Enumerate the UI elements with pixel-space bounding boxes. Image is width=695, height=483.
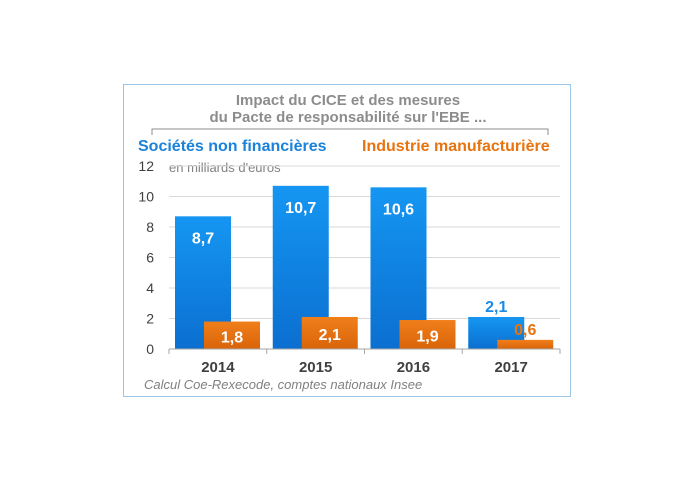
y-tick-label: 8 (146, 219, 154, 235)
bar-orange-2017 (497, 339, 554, 349)
bars (175, 185, 554, 349)
y-tick-label: 10 (138, 189, 154, 205)
label-orange-2015: 2,1 (319, 327, 341, 344)
chart: Impact du CICE et des mesures du Pacte d… (138, 92, 561, 392)
bar-orange-2015 (301, 316, 358, 349)
chart-frame: Impact du CICE et des mesures du Pacte d… (123, 84, 571, 397)
y-tick-label: 6 (146, 250, 154, 266)
label-orange-2014: 1,8 (221, 329, 243, 346)
label-blue-2015: 10,7 (285, 200, 316, 217)
data-labels: 8,7 10,7 10,6 2,1 1,8 2,1 1,9 0,6 (192, 200, 537, 346)
chart-title-line2: du Pacte de responsabilité sur l'EBE ... (210, 109, 487, 126)
label-orange-2017: 0,6 (514, 322, 536, 339)
x-tick-label: 2016 (397, 359, 430, 376)
x-axis: 2014 2015 2016 2017 (168, 348, 561, 376)
label-orange-2016: 1,9 (416, 329, 438, 346)
legend-orange: Industrie manufacturière (362, 138, 550, 155)
label-blue-2016: 10,6 (383, 201, 414, 218)
label-blue-2014: 8,7 (192, 230, 214, 247)
unit-label: en milliards d'euros (169, 160, 281, 175)
label-blue-2017: 2,1 (485, 299, 507, 316)
y-axis-ticks: 0 2 4 6 8 10 12 (138, 158, 154, 357)
x-tick-label: 2017 (494, 359, 527, 376)
source-note: Calcul Coe-Rexecode, comptes nationaux I… (144, 377, 422, 392)
y-tick-label: 4 (146, 280, 154, 296)
bar-orange-2014 (204, 321, 260, 349)
y-tick-label: 12 (138, 158, 154, 174)
x-tick-label: 2015 (299, 359, 332, 376)
y-tick-label: 0 (146, 341, 154, 357)
legend-blue: Sociétés non financières (138, 138, 327, 155)
title-bracket (151, 128, 549, 135)
bar-orange-2016 (399, 320, 456, 349)
chart-title-line1: Impact du CICE et des mesures (236, 92, 460, 109)
y-tick-label: 2 (146, 311, 154, 327)
x-tick-label: 2014 (201, 359, 235, 376)
